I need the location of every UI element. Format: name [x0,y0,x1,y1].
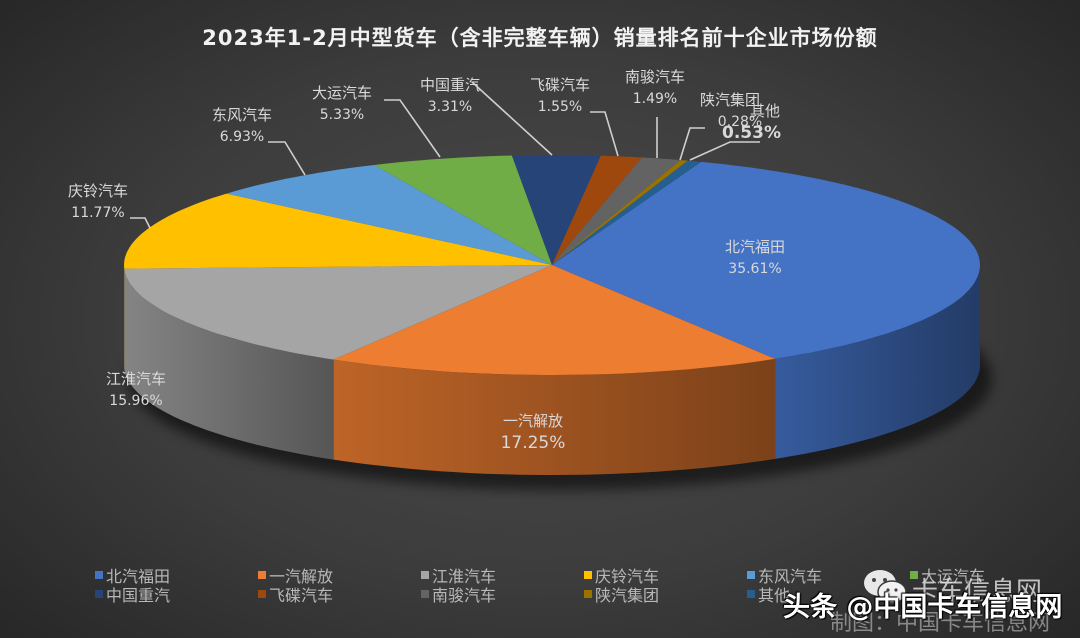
data-label: 飞碟汽车 1.55% [520,74,600,118]
legend-swatch [584,570,592,579]
legend-label: 一汽解放 [269,566,334,586]
data-label-value: 17.25% [500,433,566,453]
data-label-value: 1.49% [632,91,678,107]
data-label-value: 0.53% [722,123,781,143]
data-label: 其他 0.53% [722,100,830,144]
data-label-name: 东风汽车 [211,106,272,124]
data-label-name: 中国重汽 [419,76,480,94]
data-label-name: 南骏汽车 [624,68,685,86]
data-label-value: 0.28% [717,114,763,130]
chart-legend: 北汽福田 一汽解放 江淮汽车 庆铃汽车 东风汽车 大运汽车中国重汽 飞碟汽车 南骏汽车 陕汽集团… [95,565,1055,605]
legend-label: 其他 [758,585,791,605]
data-label-name: 其他 [750,102,781,120]
pie-sides [124,265,980,475]
data-label: 一汽解放 17.25% [493,410,573,454]
pie-side-shade [333,358,776,475]
legend-item[interactable]: 中国重汽 [95,584,258,605]
data-label: 陕汽集团 0.28% [700,89,780,133]
watermark-secondary-bottom: 制图：中国卡车信息网 [830,611,1051,636]
data-label-name: 飞碟汽车 [529,76,590,94]
legend-item[interactable]: 东风汽车 [747,565,910,586]
pie-slice-8 [552,155,642,265]
wechat-icon [864,570,907,604]
watermark-secondary-top: 卡车信息网 [912,577,1043,607]
legend-swatch [584,589,592,598]
pie-slice-9 [552,157,681,265]
data-label-value: 11.77% [71,205,125,221]
legend-label: 飞碟汽车 [269,585,334,605]
legend-item[interactable]: 陕汽集团 [584,584,747,605]
pie-slice-3 [124,265,552,360]
data-label-name: 一汽解放 [502,412,563,430]
legend-item[interactable]: 庆铃汽车 [584,565,747,586]
data-label: 大运汽车 5.33% [302,82,382,126]
data-label-name: 陕汽集团 [700,91,761,109]
legend-swatch [95,570,103,579]
legend-label: 东风汽车 [758,566,823,586]
pie-slice-11 [552,160,702,265]
legend-swatch [910,570,918,579]
legend-item[interactable]: 大运汽车 [910,565,1073,586]
pie-slice-4 [124,193,552,269]
pie-side-shade [124,268,334,460]
pie-side-shade [775,265,980,459]
data-label-value: 35.61% [728,261,782,277]
pie-slice-7 [511,155,601,265]
pie-slice-2 [333,265,776,375]
legend-swatch [258,570,266,579]
data-label: 北汽福田 35.61% [715,236,795,280]
data-label-value: 3.31% [427,99,473,115]
data-label-name: 北汽福田 [724,238,785,256]
leader-line [130,217,151,229]
pie-top-faces [124,155,980,375]
pie-slice-5 [226,165,552,265]
legend-label: 北汽福田 [106,566,171,586]
legend-label: 中国重汽 [106,585,171,605]
leader-line [384,99,441,158]
legend-swatch [95,589,103,598]
data-label: 庆铃汽车 11.77% [58,180,138,224]
legend-label: 庆铃汽车 [595,566,660,586]
legend-label: 南骏汽车 [432,585,497,605]
data-label-name: 江淮汽车 [105,370,166,388]
legend-swatch [421,570,429,579]
data-label: 中国重汽 3.31% [410,74,490,118]
pie-slice-6 [374,155,552,265]
pie-slice-10 [552,160,688,265]
data-label-name: 大运汽车 [311,84,372,102]
data-label: 南骏汽车 1.49% [615,66,695,110]
leader-line [679,127,705,161]
legend-label: 陕汽集团 [595,585,660,605]
chart-title: 2023年1-2月中型货车（含非完整车辆）销量排名前十企业市场份额 [202,26,878,50]
data-label-value: 6.93% [219,129,265,145]
data-label: 东风汽车 6.93% [202,104,282,148]
legend-item[interactable]: 一汽解放 [258,565,421,586]
leader-line [268,141,306,176]
data-label-value: 5.33% [319,107,365,123]
leader-line [471,81,553,156]
legend-swatch [747,570,755,579]
data-label: 江淮汽车 15.96% [96,368,176,412]
legend-swatch [258,589,266,598]
legend-item[interactable]: 飞碟汽车 [258,584,421,605]
legend-item[interactable]: 南骏汽车 [421,584,584,605]
data-label-value: 15.96% [109,393,163,409]
leader-line [689,141,760,161]
legend-label: 大运汽车 [921,566,986,586]
legend-swatch [747,589,755,598]
pie-slice-1 [552,161,980,359]
leader-lines [130,81,760,229]
legend-item[interactable]: 其他 [747,584,910,605]
data-label-name: 庆铃汽车 [67,182,128,200]
legend-label: 江淮汽车 [432,566,497,586]
legend-item[interactable]: 江淮汽车 [421,565,584,586]
legend-swatch [421,589,429,598]
data-label-value: 1.55% [537,99,583,115]
leader-line [590,111,619,157]
legend-item[interactable]: 北汽福田 [95,565,258,586]
watermark-main: 头条 @中国卡车信息网 [783,592,1063,623]
